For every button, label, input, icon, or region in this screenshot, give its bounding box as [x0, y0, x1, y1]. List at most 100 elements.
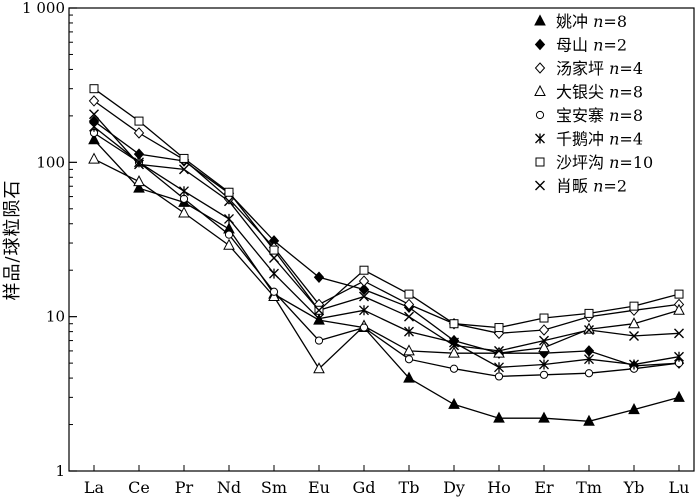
data-point	[178, 206, 190, 218]
data-point	[539, 370, 549, 379]
x-tick-label: La	[84, 478, 105, 497]
data-point	[313, 271, 325, 284]
data-point	[448, 397, 460, 409]
data-point	[403, 371, 415, 383]
data-point	[133, 175, 145, 187]
y-ticks: 1 10 100 1 000	[22, 0, 77, 480]
plot-frame	[68, 7, 695, 472]
data-point	[359, 291, 369, 302]
data-point	[133, 181, 145, 193]
data-point	[224, 187, 234, 197]
data-point	[494, 362, 504, 373]
series-line	[93, 126, 680, 368]
legend-label: 千鹅冲 n=4	[556, 130, 643, 149]
series-line	[93, 139, 680, 422]
data-point	[449, 340, 459, 351]
x-ticks: La Ce Pr Nd Sm Eu Gd Tb Dy Ho Er Tm Yb Lu	[84, 465, 690, 497]
data-point	[628, 403, 640, 415]
data-point	[134, 157, 144, 168]
data-point	[628, 317, 640, 329]
data-point	[539, 313, 549, 323]
data-point	[584, 308, 594, 318]
series-lines	[93, 88, 680, 422]
y-tick-label: 1 000	[22, 0, 65, 17]
legend-label: 姚冲 n=8	[556, 12, 627, 31]
legend-marker	[535, 110, 545, 120]
data-point	[674, 328, 684, 339]
data-point	[269, 252, 279, 263]
x-tick-label: Eu	[308, 478, 330, 497]
y-axis-label: 样品/球粒陨石	[2, 179, 23, 300]
x-tick-label: Sm	[261, 478, 287, 497]
x-tick-label: Dy	[443, 478, 465, 497]
data-point	[538, 324, 550, 336]
legend-marker	[535, 133, 545, 144]
series-line	[93, 88, 680, 329]
data-point	[179, 164, 189, 175]
data-point	[404, 326, 414, 337]
x-tick-label: Ho	[487, 478, 511, 497]
data-point	[674, 351, 684, 362]
data-point	[223, 238, 235, 250]
series-markers	[88, 84, 685, 426]
x-tick-label: Tb	[399, 478, 420, 497]
data-point	[359, 323, 369, 332]
data-point	[584, 324, 594, 335]
x-tick-label: Lu	[669, 478, 690, 497]
y-tick-label: 100	[36, 153, 65, 171]
series-line	[93, 100, 680, 334]
data-point	[179, 153, 189, 163]
data-point	[538, 411, 550, 423]
legend-label: 宝安寨 n=8	[556, 106, 643, 125]
x-tick-label: Yb	[623, 478, 645, 497]
data-point	[269, 287, 279, 296]
data-point	[538, 341, 550, 353]
data-point	[269, 268, 279, 279]
data-point	[313, 362, 325, 374]
data-point	[674, 289, 684, 299]
data-point	[629, 359, 639, 370]
data-point	[448, 346, 460, 358]
data-point	[494, 372, 504, 381]
x-tick-label: Gd	[352, 478, 375, 497]
data-point	[359, 265, 369, 275]
data-point	[224, 196, 234, 207]
data-point	[494, 323, 504, 333]
data-point	[403, 298, 415, 311]
data-point	[583, 414, 595, 426]
data-point	[449, 364, 459, 373]
legend: 姚冲 n=8 母山 n=2 汤家坪 n=4 大银尖 n=8 宝安寨 n=8 千鹅冲 n=4…	[534, 12, 653, 196]
data-point	[629, 301, 639, 311]
data-point	[134, 159, 144, 170]
legend-marker	[535, 157, 545, 167]
y-tick-label: 1	[55, 462, 65, 480]
data-point	[88, 133, 100, 145]
data-point	[179, 194, 189, 203]
x-tick-label: Pr	[175, 478, 194, 497]
data-point	[494, 345, 504, 356]
data-point	[179, 186, 189, 197]
data-point	[88, 95, 100, 107]
y-tick-label: 10	[46, 308, 65, 326]
data-point	[493, 411, 505, 423]
legend-label: 肖畈 n=2	[556, 177, 627, 196]
data-point	[584, 354, 594, 365]
legend-label: 母山 n=2	[556, 36, 627, 55]
data-point	[224, 230, 234, 239]
data-point	[314, 336, 324, 345]
data-point	[584, 369, 594, 378]
legend-marker	[534, 62, 546, 74]
data-point	[629, 330, 639, 341]
data-point	[134, 116, 144, 126]
data-point	[133, 127, 145, 139]
series-line	[93, 132, 680, 378]
series-line	[93, 113, 680, 352]
legend-marker	[534, 38, 546, 51]
data-point	[269, 245, 279, 255]
data-point	[449, 319, 459, 329]
data-point	[539, 335, 549, 346]
legend-marker	[535, 180, 545, 191]
data-point	[673, 390, 685, 402]
data-point	[539, 359, 549, 370]
